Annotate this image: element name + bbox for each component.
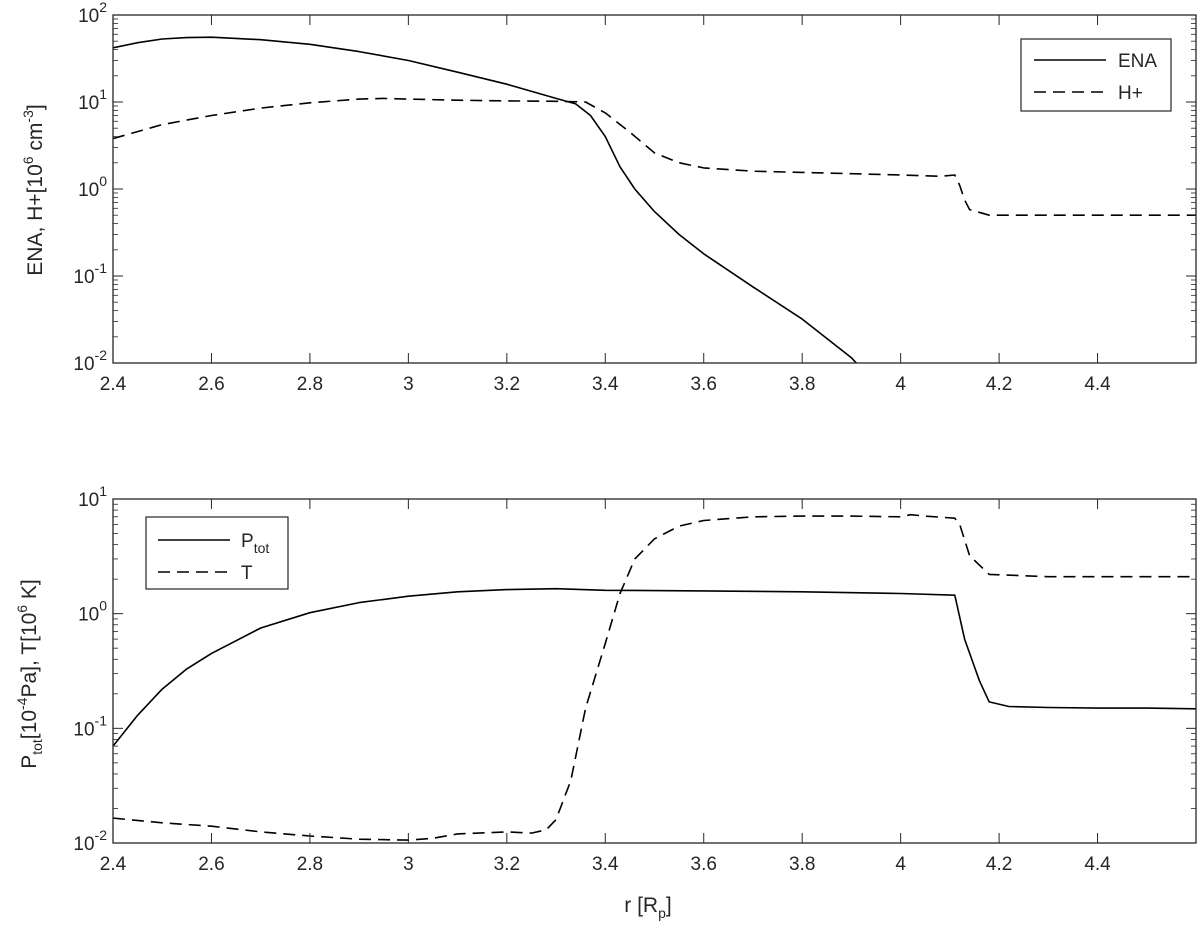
bottom-legend-label-t: T [241, 563, 253, 584]
bottom-panel: 2.4 2.6 2.8 3 3.2 3.4 3.6 3.8 4 4.2 4.4 10-2 10-1 100… [14, 483, 1197, 921]
bottom-x-tick-label: 3.8 [789, 854, 815, 875]
top-y-tick-label: 101 [78, 86, 107, 114]
top-legend-label-ena: ENA [1118, 51, 1157, 72]
top-x-tick-label: 2.8 [297, 374, 323, 395]
top-x-tick-label: 3 [403, 374, 414, 395]
top-x-tick-label: 3.2 [494, 374, 520, 395]
top-series-layer [113, 36, 1196, 363]
bottom-series-p-line [113, 587, 1196, 747]
top-x-tick-label: 4.4 [1084, 374, 1111, 395]
bottom-x-tick-label: 3.2 [494, 854, 520, 875]
top-y-axis-label: ENA, H+[106 cm-3] [20, 104, 47, 275]
bottom-series-t-line [113, 513, 1196, 841]
top-x-tick-label: 2.4 [100, 374, 127, 395]
bottom-x-tick-label: 2.8 [297, 854, 323, 875]
top-x-tick-label: 3.4 [592, 374, 619, 395]
top-y-tick-label: 10-2 [73, 347, 107, 375]
bottom-legend-box [145, 516, 289, 590]
top-x-tick-label: 2.6 [198, 374, 224, 395]
bottom-x-axis-label: r [Rp] [624, 894, 671, 921]
top-x-tick-label: 3.6 [691, 374, 717, 395]
bottom-y-tick-label: 101 [78, 483, 107, 511]
bottom-x-tick-label: 4.4 [1084, 854, 1111, 875]
bottom-x-tick-label: 2.4 [100, 854, 127, 875]
top-panel: 2.4 2.6 2.8 3 3.2 3.4 3.6 3.8 4 4.2 4.4 10-2 10-1 100… [20, 0, 1197, 395]
bottom-y-tick-label: 10-2 [73, 827, 107, 855]
bottom-x-tick-label: 4 [895, 854, 906, 875]
bottom-ticks-layer: 2.4 2.6 2.8 3 3.2 3.4 3.6 3.8 4 4.2 4.4 10-2 10-1 100… [73, 483, 1196, 875]
bottom-series-layer [113, 513, 1196, 841]
bottom-legend: Ptot T [145, 516, 289, 590]
top-ticks-layer: 2.4 2.6 2.8 3 3.2 3.4 3.6 3.8 4 4.2 4.4 10-2 10-1 100… [73, 0, 1196, 395]
bottom-x-tick-label: 3.4 [592, 854, 619, 875]
bottom-x-tick-label: 3 [403, 854, 414, 875]
bottom-y-tick-label: 10-1 [73, 712, 107, 740]
bottom-legend-label-ptot: Ptot [241, 531, 269, 556]
top-legend: ENA H+ [1020, 38, 1172, 112]
top-y-tick-label: 100 [78, 173, 107, 201]
top-series-h-line [113, 97, 1196, 216]
bottom-y-tick-label: 100 [78, 598, 107, 626]
top-x-tick-label: 4 [895, 374, 906, 395]
bottom-axes-frame [112, 498, 1197, 844]
bottom-x-tick-label: 4.2 [986, 854, 1012, 875]
bottom-x-tick-label: 2.6 [198, 854, 224, 875]
top-axes-frame [112, 14, 1197, 364]
bottom-x-tick-label: 3.6 [691, 854, 717, 875]
top-y-tick-label: 102 [78, 0, 107, 27]
top-x-tick-label: 3.8 [789, 374, 815, 395]
top-y-tick-label: 10-1 [73, 260, 107, 288]
top-x-tick-label: 4.2 [986, 374, 1012, 395]
top-legend-box [1020, 38, 1172, 112]
bottom-y-axis-label: Ptot[10-4Pa], T[106 K] [14, 579, 45, 769]
top-legend-label-hplus: H+ [1118, 83, 1143, 104]
